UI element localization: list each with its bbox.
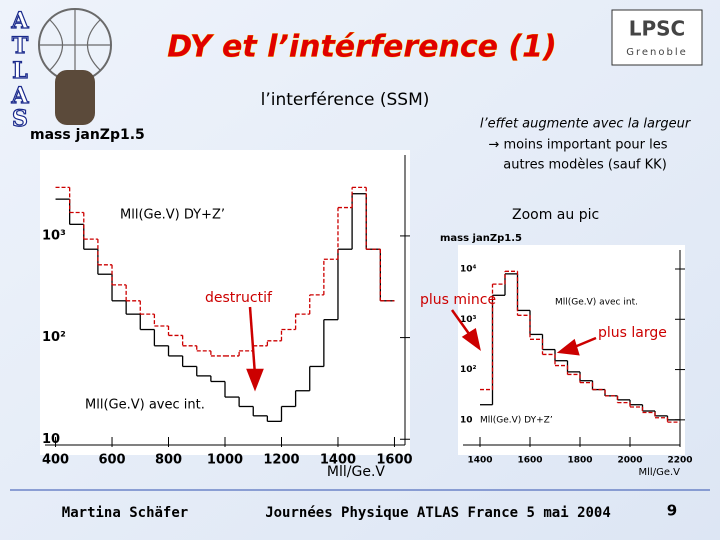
legend-label: Mll(Ge.V) DY+Z’: [480, 416, 553, 426]
chart: 400 600 800 1000 1200 1400 1600 10 10² 10³ mass ja…: [30, 127, 413, 480]
y-tick-label: 10²: [42, 330, 66, 345]
x-tick-label: 1600: [517, 456, 542, 466]
logo-letter: L: [12, 58, 27, 84]
globe-grid: [40, 9, 110, 81]
footer-author: Martina Schäfer: [62, 505, 188, 521]
side-note-line: l’effet augmente avec la largeur: [480, 117, 692, 132]
logo-letter: T: [12, 33, 29, 59]
x-tick-label: 1000: [207, 453, 243, 468]
footer-event: Journées Physique ATLAS France 5 mai 200…: [265, 505, 611, 521]
x-tick-label: 800: [155, 453, 182, 468]
y-tick-label: 10: [460, 415, 473, 425]
chart: 1400 1600 1800 2000 2200 10 10² 10³ 10⁴ mass janZ…: [440, 233, 693, 478]
x-tick-label: 1600: [376, 453, 412, 468]
annotation: plus mince: [420, 292, 496, 308]
x-tick-label: 1800: [567, 456, 592, 466]
side-note-line: autres modèles (sauf KK): [503, 158, 667, 173]
x-tick-label: 2000: [617, 456, 642, 466]
lpsc-city: Grenoble: [626, 47, 688, 58]
x-tick-label: 2200: [667, 456, 692, 466]
lpsc-logo: [611, 9, 703, 66]
subtitle: l’interférence (SSM): [261, 90, 430, 110]
arrow-head: [461, 327, 481, 351]
y-tick-label: 10³: [460, 315, 477, 325]
x-axis-label: Mll/Ge.V: [327, 464, 385, 480]
chart-title: mass janZp1.5: [440, 233, 522, 244]
annotation: plus large: [598, 325, 667, 341]
y-tick-label: 10⁴: [460, 264, 477, 274]
chart-title: mass janZp1.5: [30, 127, 145, 143]
step-connector: [69, 187, 381, 356]
x-tick-label: 600: [98, 453, 125, 468]
logo-letter: S: [12, 106, 28, 132]
arrows: [246, 306, 597, 392]
legend-label: Mll(Ge.V) avec int.: [555, 298, 638, 308]
legend-label: Mll(Ge.V) DY+Z’: [120, 208, 225, 223]
x-tick-label: 1400: [320, 453, 356, 468]
legend-label: Mll(Ge.V) avec int.: [85, 398, 205, 413]
lpsc-text: LPSC: [629, 17, 685, 41]
x-tick-label: 1400: [467, 456, 492, 466]
x-tick-label: 400: [42, 453, 69, 468]
x-tick-label: 1200: [263, 453, 299, 468]
slide-title: DY et l’intérference (1): [167, 30, 556, 65]
side-note-line: → moins important pour les: [488, 138, 667, 153]
step-connector: [491, 271, 669, 423]
x-axis-label: Mll/Ge.V: [639, 467, 681, 478]
y-tick-label: 10²: [460, 365, 477, 375]
logo-letter: A: [10, 83, 29, 109]
page-number: 9: [667, 502, 677, 520]
arrow-head: [556, 338, 580, 356]
y-tick-label: 10: [42, 432, 60, 447]
arrow: [248, 306, 257, 376]
annotation: Zoom au pic: [512, 207, 599, 223]
annotation: destructif: [205, 290, 273, 306]
arrow-head: [246, 368, 264, 392]
plot-area: [40, 150, 410, 455]
atlas-logo: A T L A S: [10, 7, 30, 132]
y-tick-label: 10³: [42, 228, 66, 243]
atlas-figure: [55, 70, 95, 125]
logo-letter: A: [10, 8, 29, 34]
